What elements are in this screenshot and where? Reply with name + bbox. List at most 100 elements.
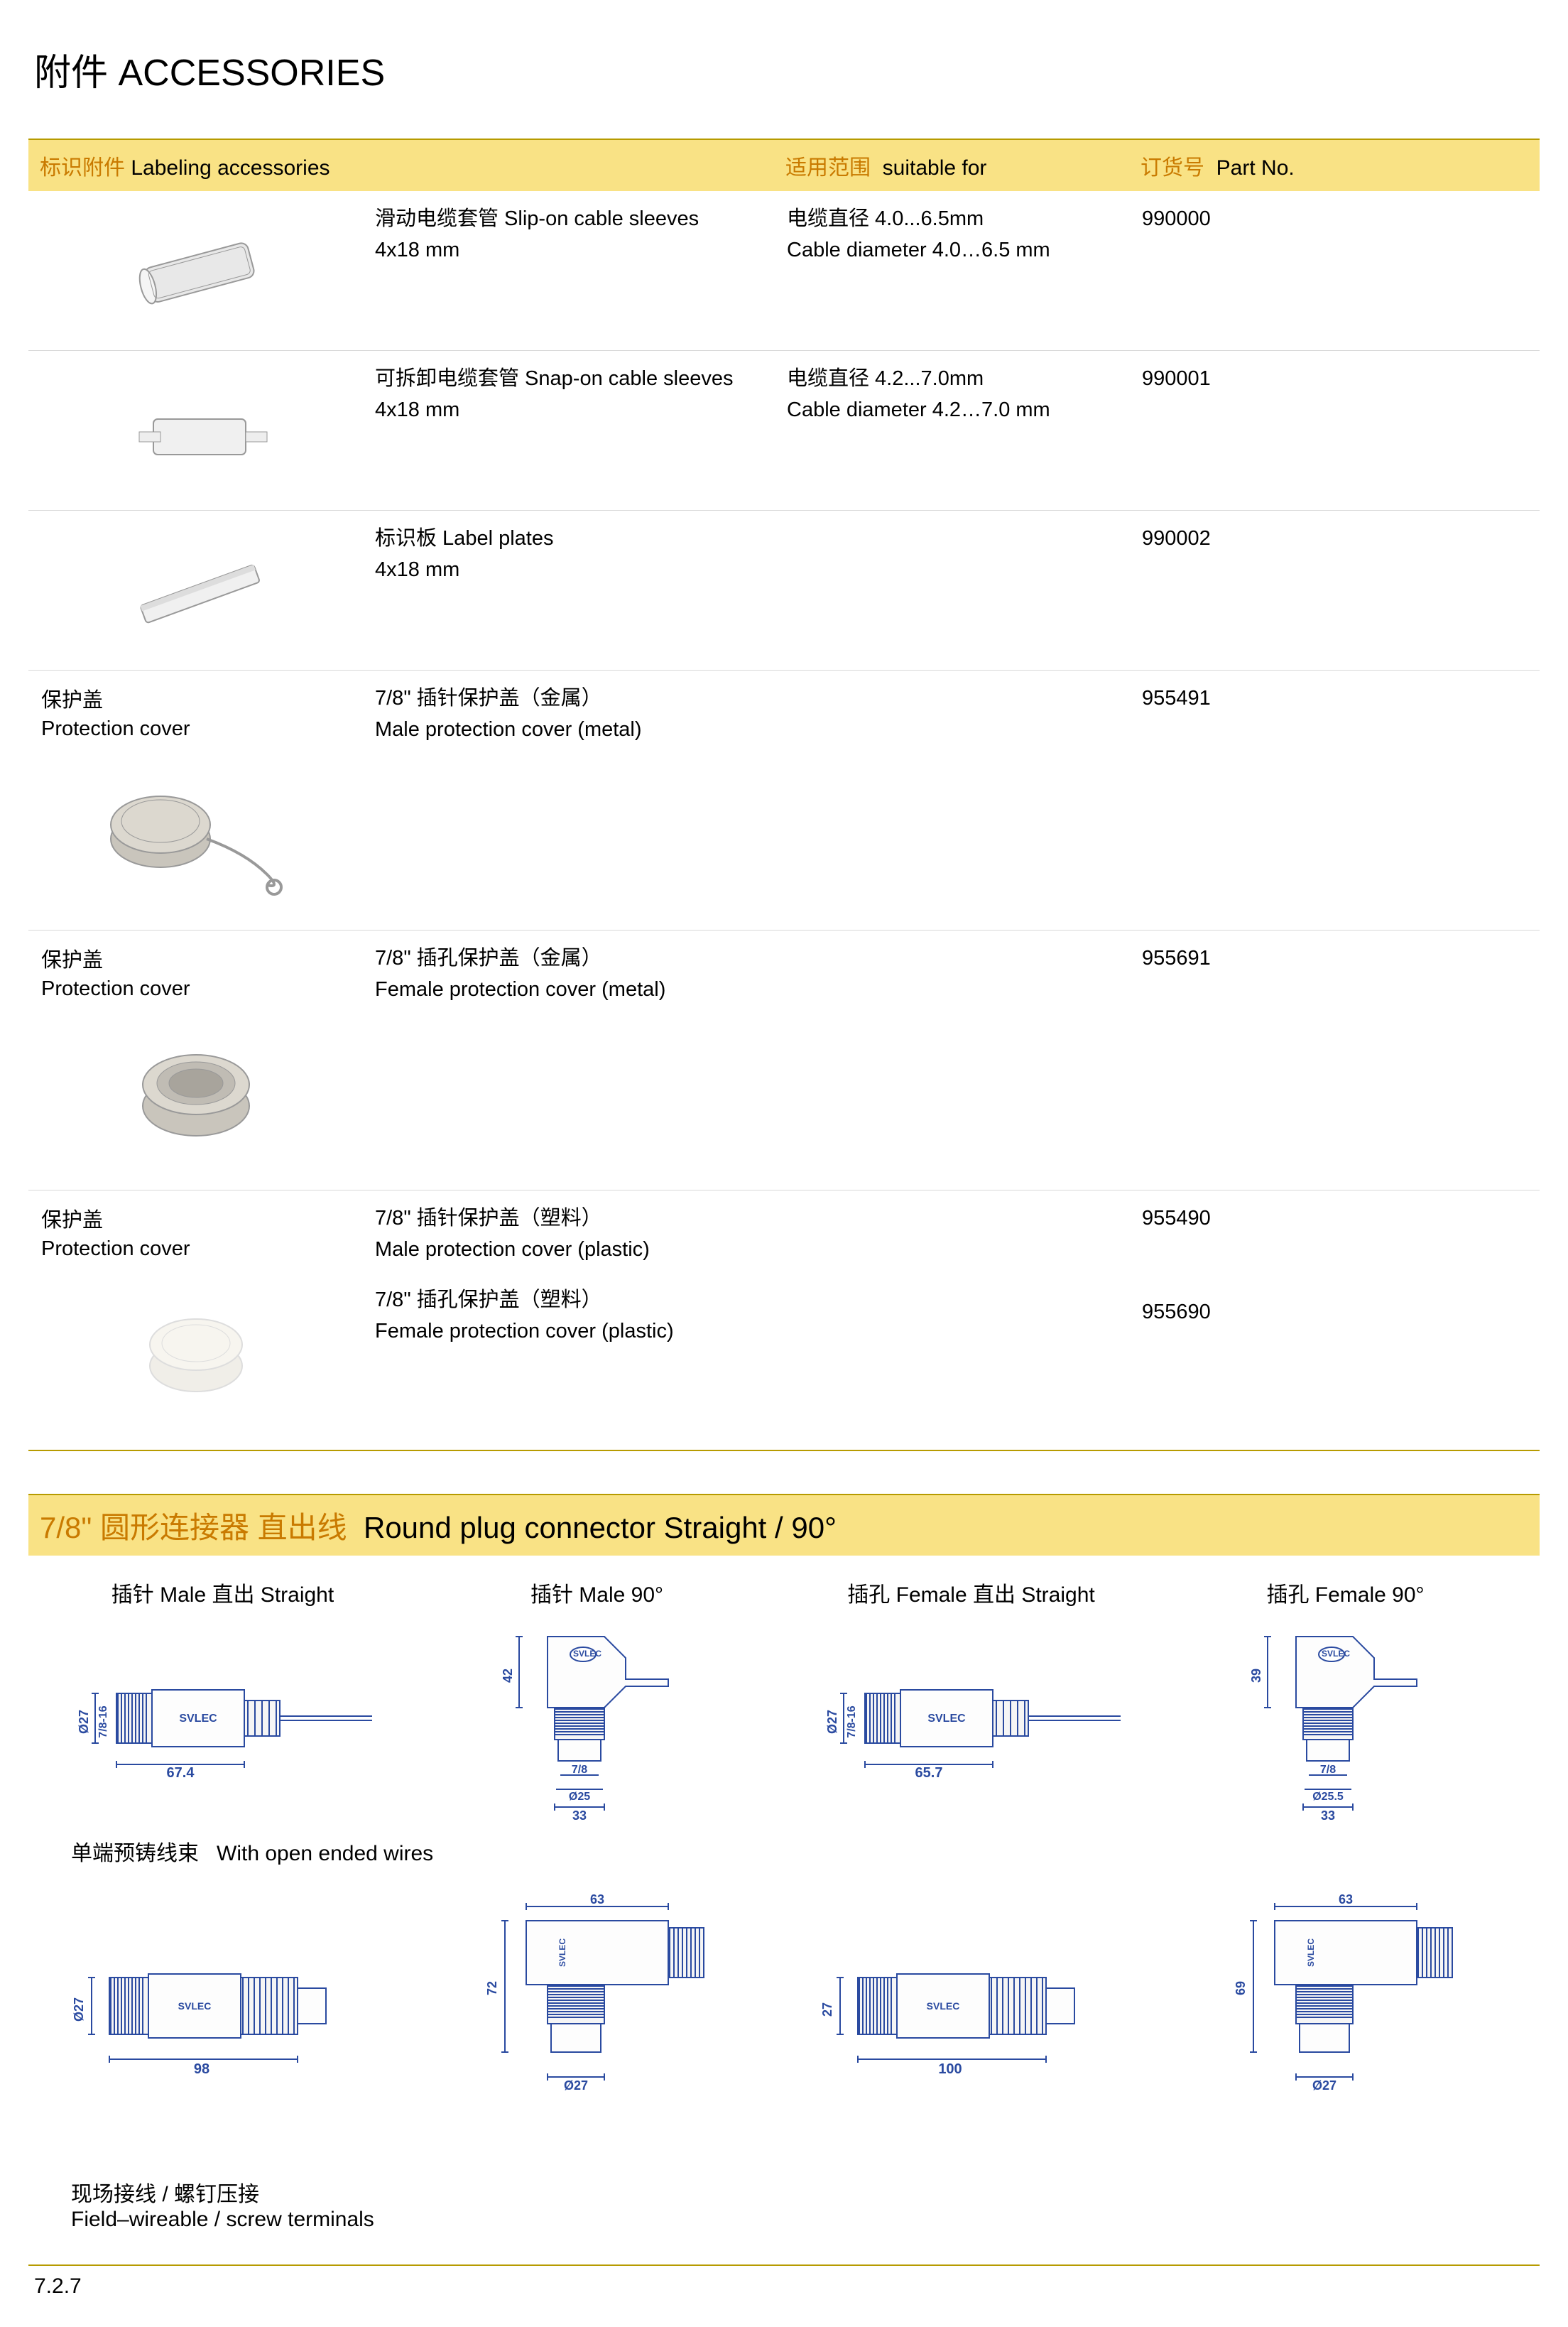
diagram-cell: 63 69 Ø27 SVLEC xyxy=(1180,1892,1511,2134)
svg-text:7/8: 7/8 xyxy=(1319,1764,1335,1776)
svg-text:SVLEC: SVLEC xyxy=(1321,1649,1349,1659)
subtitle-open-ended: 单端预铸线束 With open ended wires xyxy=(28,1821,1540,1871)
svg-text:Ø27: Ø27 xyxy=(72,1997,86,2022)
svg-text:7/8: 7/8 xyxy=(571,1764,587,1776)
svg-text:63: 63 xyxy=(589,1892,604,1906)
product-img-box xyxy=(41,529,351,657)
table-header-row: 标识附件 Labeling accessories 适用范围 suitable … xyxy=(28,140,1540,191)
svg-text:Ø25.5: Ø25.5 xyxy=(1312,1791,1344,1803)
subtitle-field: 现场接线 / 螺钉压接 Field–wireable / screw termi… xyxy=(28,2162,1540,2236)
svg-text:SVLEC: SVLEC xyxy=(1306,1938,1316,1967)
desc-cn: 标识板 Label plates xyxy=(375,524,763,555)
row-label-cn: 保护盖 xyxy=(41,1203,351,1233)
partno: 955491 xyxy=(1142,683,1528,715)
diagram-cell: 插针 Male 直出 Straight 67.4 Ø27 7/8-16 SVLE… xyxy=(57,1577,388,1821)
svg-text:SVLEC: SVLEC xyxy=(178,2000,211,2012)
subtitle-open-en: With open ended wires xyxy=(217,1842,433,1865)
connector-90-drawing-icon: 39 33 7/8 Ø25.5 SVLEC xyxy=(1225,1615,1466,1828)
table-row: 保护盖Protection cover 7/8" 插针保护盖（金属）Male p… xyxy=(28,671,1540,931)
svg-text:67.4: 67.4 xyxy=(166,1765,195,1781)
connector-90-drawing-icon: 42 33 7/8 Ø25 SVLEC xyxy=(477,1615,718,1828)
field-straight-drawing-icon: 98 Ø27 SVLEC xyxy=(60,1935,386,2091)
accessories-table-wrap: 标识附件 Labeling accessories 适用范围 suitable … xyxy=(28,139,1540,1451)
diagram-box: 63 69 Ø27 SVLEC xyxy=(1180,1892,1511,2134)
cell-desc: 7/8" 插针保护盖（塑料）Male protection cover (pla… xyxy=(362,1190,774,1450)
desc-cn: 滑动电缆套管 Slip-on cable sleeves xyxy=(375,204,763,235)
diagram-cell: 63 72 Ø27 SVLEC xyxy=(431,1892,763,2134)
svg-text:Ø27: Ø27 xyxy=(77,1710,91,1734)
row-label-cn: 保护盖 xyxy=(41,683,351,713)
th-cn: 订货号 xyxy=(1140,156,1204,180)
page-title: 附件 ACCESSORIES xyxy=(28,43,1540,96)
cell-partno: 990002 xyxy=(1129,511,1540,671)
desc-cn: 7/8" 插针保护盖（金属） xyxy=(375,683,763,715)
diagram-box: 67.4 Ø27 7/8-16 SVLEC xyxy=(57,1622,388,1821)
partno: 955691 xyxy=(1142,943,1528,975)
diagram-cell: 98 Ø27 SVLEC xyxy=(57,1892,388,2134)
svg-text:SVLEC: SVLEC xyxy=(926,2000,959,2012)
field-90-drawing-icon: 63 69 Ø27 SVLEC xyxy=(1204,1892,1488,2134)
subtitle-field-cn: 现场接线 / 螺钉压接 xyxy=(71,2183,259,2206)
cell-partno: 990001 xyxy=(1129,351,1540,511)
svg-text:Ø27: Ø27 xyxy=(563,2078,587,2093)
table-row: 标识板 Label plates4x18 mm 990002 xyxy=(28,511,1540,671)
cell-suitable: 电缆直径 4.0...6.5mm Cable diameter 4.0…6.5 … xyxy=(774,191,1129,351)
product-img-box xyxy=(41,747,351,917)
product-image-icon xyxy=(125,1295,267,1409)
diagram-box: 65.7 Ø27 7/8-16 SVLEC xyxy=(805,1622,1137,1821)
product-img-box xyxy=(41,1266,351,1437)
svg-text:Ø27: Ø27 xyxy=(825,1710,839,1734)
svg-text:42: 42 xyxy=(501,1669,515,1683)
svg-text:69: 69 xyxy=(1234,1981,1248,1995)
product-img-box xyxy=(41,369,351,497)
svg-text:27: 27 xyxy=(820,2002,834,2017)
field-90-drawing-icon: 63 72 Ø27 SVLEC xyxy=(455,1892,739,2134)
cell-desc: 7/8" 插针保护盖（金属）Male protection cover (met… xyxy=(362,671,774,931)
partno: 990000 xyxy=(1142,204,1528,235)
suitable-cn: 电缆直径 4.0...6.5mm xyxy=(787,204,1118,235)
desc2-cn: 7/8" 插孔保护盖（塑料） xyxy=(375,1285,763,1316)
svg-text:7/8-16: 7/8-16 xyxy=(97,1705,109,1737)
th-empty xyxy=(362,140,774,191)
table-row: 保护盖Protection cover 7/8" 插针保护盖（塑料）Male p… xyxy=(28,1190,1540,1450)
title-cn: 附件 xyxy=(34,53,108,94)
cell-partno: 990000 xyxy=(1129,191,1540,351)
cell-suitable xyxy=(774,511,1129,671)
cell-desc: 标识板 Label plates4x18 mm xyxy=(362,511,774,671)
cell-image: 保护盖Protection cover xyxy=(28,671,362,931)
partno: 955490 xyxy=(1142,1203,1528,1235)
desc2-sub: Female protection cover (plastic) xyxy=(375,1316,763,1347)
diagram-box: 39 33 7/8 Ø25.5 SVLEC xyxy=(1180,1622,1511,1821)
cell-desc: 滑动电缆套管 Slip-on cable sleeves4x18 mm xyxy=(362,191,774,351)
product-image-icon xyxy=(82,761,310,903)
cell-image: 保护盖Protection cover xyxy=(28,1190,362,1450)
svg-text:39: 39 xyxy=(1249,1669,1263,1683)
cell-image xyxy=(28,191,362,351)
th-partno: 订货号 Part No. xyxy=(1129,140,1540,191)
product-image-icon xyxy=(111,554,281,632)
svg-text:65.7: 65.7 xyxy=(915,1765,942,1781)
suitable-en: Cable diameter 4.2…7.0 mm xyxy=(787,395,1118,426)
diagram-cell: 插针 Male 90° 42 33 7/8 Ø25 SVLEC xyxy=(431,1577,763,1821)
cell-image xyxy=(28,511,362,671)
diagram-box: 98 Ø27 SVLEC xyxy=(57,1892,388,2134)
th-suitable: 适用范围 suitable for xyxy=(774,140,1129,191)
diagram-label: 插针 Male 直出 Straight xyxy=(57,1577,388,1608)
desc-sub: 4x18 mm xyxy=(375,235,763,266)
section2-title: 7/8" 圆形连接器 直出线 Round plug connector Stra… xyxy=(28,1494,1540,1556)
suitable-cn: 电缆直径 4.2...7.0mm xyxy=(787,364,1118,395)
suitable-en: Cable diameter 4.0…6.5 mm xyxy=(787,235,1118,266)
subtitle-open-cn: 单端预铸线束 xyxy=(71,1842,199,1865)
section2-title-en: Round plug connector Straight / 90° xyxy=(364,1511,837,1544)
th-en: Labeling accessories xyxy=(131,156,330,180)
svg-text:SVLEC: SVLEC xyxy=(557,1938,567,1967)
th-en: suitable for xyxy=(883,156,987,180)
diagram-label: 插孔 Female 直出 Straight xyxy=(805,1577,1137,1608)
cell-partno: 955491 xyxy=(1129,671,1540,931)
svg-text:SVLEC: SVLEC xyxy=(927,1713,966,1725)
cell-desc: 可拆卸电缆套管 Snap-on cable sleeves4x18 mm xyxy=(362,351,774,511)
diagram-box: 42 33 7/8 Ø25 SVLEC xyxy=(431,1622,763,1821)
desc-sub: Male protection cover (plastic) xyxy=(375,1235,763,1266)
diagram-row-top: 插针 Male 直出 Straight 67.4 Ø27 7/8-16 SVLE… xyxy=(28,1577,1540,1821)
diagram-box: 100 27 SVLEC xyxy=(805,1892,1137,2134)
